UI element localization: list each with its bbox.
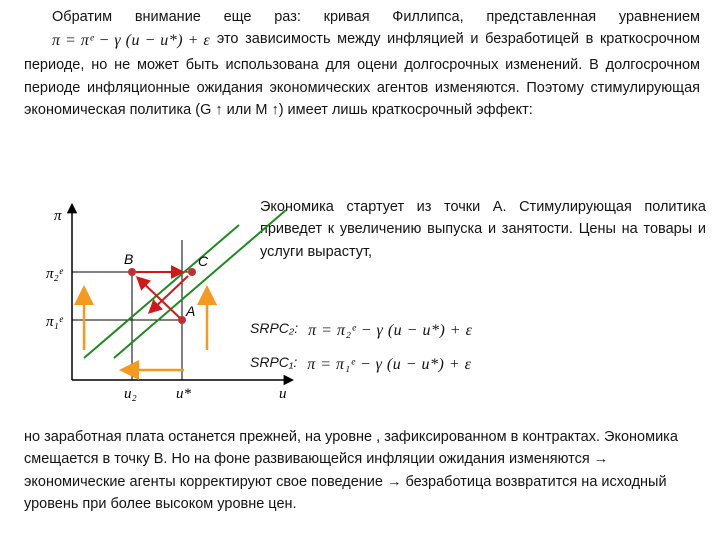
axis-ustar: u*: [176, 386, 192, 402]
axis-u: u: [279, 386, 287, 402]
label-C: C: [198, 253, 209, 269]
para-1: Обратим внимание еще раз: кривая Филлипс…: [24, 6, 700, 122]
srpc2-formula: π = π₂ᵉ − γ (u − u*) + ε: [308, 319, 472, 344]
axis-u2: u₂: [124, 386, 137, 402]
axis-pi2e: π₂ᵉ: [46, 266, 64, 282]
axis-pi: π: [54, 208, 62, 224]
label-A: A: [185, 303, 195, 319]
formula-main: π = πᵉ − γ (u − u*) + ε: [24, 29, 210, 54]
label-B: B: [124, 251, 133, 267]
para-3: но заработная плата останется прежней, н…: [24, 426, 700, 516]
para-3-text: но заработная плата останется прежней, н…: [24, 429, 678, 512]
axis-pi1e: π₁ᵉ: [46, 314, 64, 330]
para-1a: Обратим внимание еще раз: кривая Филлипс…: [52, 9, 700, 25]
para-2-text: Экономика стартует из точки А. Стимулиру…: [260, 199, 706, 260]
phillips-chart: A B C π π₂ᵉ π₁ᵉ u₂ u* u: [24, 190, 324, 420]
para-2: Экономика стартует из точки А. Стимулиру…: [260, 196, 706, 263]
srpc1-formula: π = π₁ᵉ − γ (u − u*) + ε: [307, 353, 471, 378]
page: Обратим внимание еще раз: кривая Филлипс…: [0, 0, 720, 540]
